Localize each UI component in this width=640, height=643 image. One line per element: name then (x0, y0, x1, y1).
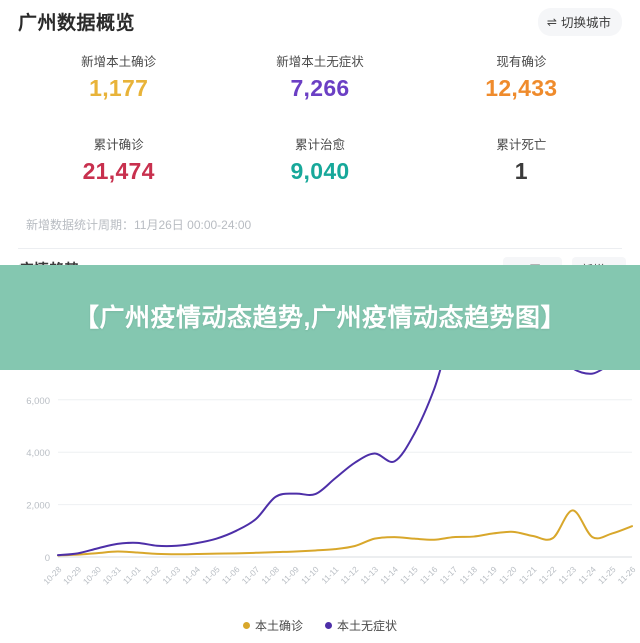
stat-value: 7,266 (290, 75, 350, 101)
stats-row-new: 新增本土确诊 1,177 新增本土无症状 7,266 现有确诊 12,433 (18, 48, 622, 107)
section-divider (18, 248, 622, 249)
switch-city-button[interactable]: ⇌ 切换城市 (537, 8, 622, 36)
metric-selector[interactable]: 新增 ▼ (572, 257, 626, 282)
svg-text:11-06: 11-06 (220, 564, 242, 586)
swap-icon: ⇌ (546, 14, 557, 29)
legend-item-confirmed[interactable]: 本土确诊 (242, 617, 303, 634)
svg-text:10-29: 10-29 (61, 564, 83, 586)
trend-controls: 30 天 ▼ 新增 ▼ (503, 257, 626, 282)
svg-text:11-20: 11-20 (497, 564, 519, 586)
svg-text:11-07: 11-07 (240, 564, 262, 586)
stat-cumulative-deaths: 累计死亡 1 (421, 131, 622, 190)
stat-label: 累计确诊 (93, 138, 144, 152)
svg-text:11-14: 11-14 (378, 564, 400, 586)
svg-text:6,000: 6,000 (26, 396, 50, 407)
svg-text:4,000: 4,000 (26, 448, 50, 459)
svg-text:11-22: 11-22 (536, 564, 558, 586)
page-title: 广州数据概览 (18, 13, 136, 34)
period-note: 新增数据统计周期：11月26日 00:00-24:00 (26, 218, 252, 232)
stat-label: 累计治愈 (294, 138, 345, 152)
chevron-down-icon: ▼ (545, 265, 554, 274)
svg-text:11-15: 11-15 (398, 564, 420, 586)
svg-text:11-26: 11-26 (616, 564, 638, 586)
svg-text:10-30: 10-30 (81, 564, 103, 586)
svg-text:11-01: 11-01 (121, 564, 143, 586)
svg-text:2,000: 2,000 (26, 501, 50, 512)
trend-panel: 疫情趋势 30 天 ▼ 新增 ▼ 0 2,000 4,000 6,000 8,000 10… (0, 249, 640, 643)
svg-text:11-12: 11-12 (339, 564, 361, 586)
stat-cumulative-cured: 累计治愈 9,040 (219, 131, 420, 190)
trend-chart-svg: 02,0004,0006,0008,00010,00010-2810-2910-… (21, 291, 638, 587)
stat-value: 1,177 (89, 75, 149, 101)
svg-text:11-08: 11-08 (259, 564, 281, 586)
stat-label: 累计死亡 (496, 138, 547, 152)
svg-text:11-23: 11-23 (556, 564, 578, 586)
stat-current-confirmed: 现有确诊 12,433 (421, 48, 622, 107)
range-selector[interactable]: 30 天 ▼ (503, 257, 563, 282)
svg-text:11-24: 11-24 (576, 564, 598, 586)
svg-text:11-25: 11-25 (596, 564, 618, 586)
svg-text:11-11: 11-11 (319, 564, 341, 586)
stat-new-local-asymptomatic: 新增本土无症状 7,266 (219, 48, 420, 107)
chart-legend: 本土确诊 本土无症状 (0, 617, 640, 634)
stat-label: 现有确诊 (496, 55, 547, 69)
stats-row-cumulative: 累计确诊 21,474 累计治愈 9,040 累计死亡 1 (18, 131, 622, 190)
svg-text:11-16: 11-16 (418, 564, 440, 586)
svg-text:11-03: 11-03 (160, 564, 182, 586)
stat-new-local-confirmed: 新增本土确诊 1,177 (18, 48, 219, 107)
stat-value: 12,433 (485, 75, 558, 101)
svg-text:11-04: 11-04 (180, 564, 202, 586)
stat-value: 21,474 (82, 158, 155, 184)
svg-text:10,000: 10,000 (21, 291, 50, 302)
stat-value: 9,040 (290, 158, 350, 184)
legend-label: 本土确诊 (254, 619, 303, 633)
stat-cumulative-confirmed: 累计确诊 21,474 (18, 131, 219, 190)
switch-city-label: 切换城市 (560, 16, 611, 30)
overview-card: 广州数据概览 ⇌ 切换城市 新增本土确诊 1,177 新增本土无症状 7,266… (0, 0, 640, 234)
svg-text:11-10: 11-10 (299, 564, 321, 586)
legend-dot-icon (325, 622, 332, 629)
range-selector-label: 30 天 (512, 263, 542, 277)
svg-text:0: 0 (45, 553, 50, 564)
svg-text:10-31: 10-31 (101, 564, 123, 586)
svg-text:11-02: 11-02 (141, 564, 163, 586)
svg-text:10-28: 10-28 (41, 564, 63, 586)
svg-text:8,000: 8,000 (26, 343, 50, 354)
stats-grid: 新增本土确诊 1,177 新增本土无症状 7,266 现有确诊 12,433 累… (18, 48, 622, 190)
svg-text:11-21: 11-21 (517, 564, 539, 586)
svg-text:11-13: 11-13 (358, 564, 380, 586)
metric-selector-label: 新增 (581, 263, 606, 277)
legend-label: 本土无症状 (337, 619, 398, 633)
legend-dot-icon (242, 622, 250, 629)
stat-label: 新增本土确诊 (81, 55, 157, 69)
stat-label: 新增本土无症状 (276, 55, 364, 69)
svg-text:11-18: 11-18 (457, 564, 479, 586)
stat-value: 1 (514, 158, 528, 184)
chevron-down-icon: ▼ (609, 265, 617, 274)
svg-text:11-09: 11-09 (279, 564, 301, 586)
svg-text:11-05: 11-05 (200, 564, 222, 586)
svg-text:11-17: 11-17 (437, 564, 459, 586)
svg-text:11-19: 11-19 (477, 564, 499, 586)
trend-chart[interactable]: 0 2,000 4,000 6,000 8,000 10,000 10-28 10-29 10-… (0, 285, 640, 615)
legend-item-asymptomatic[interactable]: 本土无症状 (325, 617, 397, 634)
